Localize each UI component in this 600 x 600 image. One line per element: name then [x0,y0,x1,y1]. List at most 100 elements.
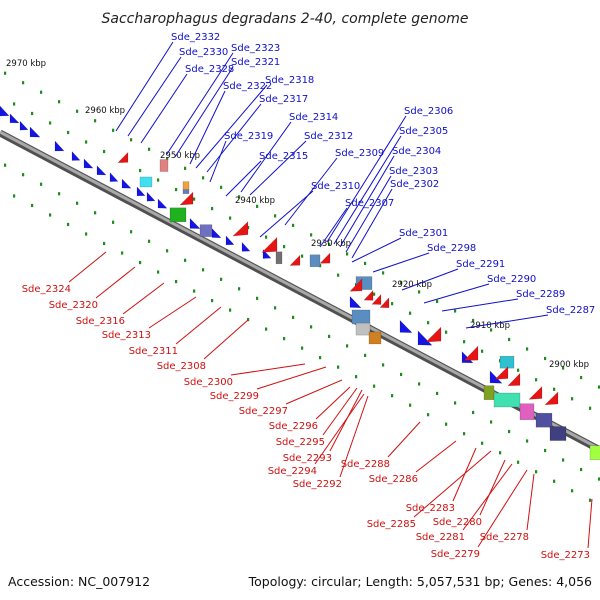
scale-tick [445,422,448,426]
forward-gene-label: Sde_2312 [304,131,353,142]
scale-tick [256,296,259,300]
forward-leader-line [127,56,182,137]
scale-tick [562,366,565,370]
forward-gene-label: Sde_2302 [390,179,439,190]
forward-gene-label: Sde_2298 [427,243,476,254]
forward-leader-line [225,160,262,197]
forward-leader-line [372,252,430,273]
scale-tick [472,318,475,323]
scale-tick [220,277,223,281]
reverse-leader-line [479,459,506,516]
forward-leader-line [339,155,395,248]
forward-gene-arrow [157,198,168,209]
reverse-leader-line [387,421,421,458]
scale-tick [409,311,412,315]
scale-tick [58,100,61,104]
topology-text: Topology: circular; Length: 5,057,531 bp… [248,574,592,589]
reverse-leader-line [462,463,513,531]
scale-tick [103,241,106,246]
kbp-marker: 2900 kbp [549,360,589,370]
scale-tick [274,214,277,218]
gene-block [493,392,521,408]
forward-gene-label: Sde_2306 [404,106,453,117]
scale-tick [247,317,250,322]
reverse-gene-arrow [507,372,521,387]
forward-gene-arrow [349,295,362,308]
scale-tick [580,467,583,472]
gene-block [535,412,553,428]
forward-leader-line [174,66,234,158]
scale-tick [553,479,556,483]
scale-tick [418,382,421,386]
reverse-leader-line [95,266,136,299]
reverse-gene-arrow [425,326,442,343]
scale-tick [382,363,385,367]
scale-tick [517,368,520,372]
forward-leader-line [249,140,307,196]
reverse-label-layer: Sde_2324 Sde_2320 Sde_2316 Sde_2313 Sde_2311… [22,284,590,561]
scale-tick [328,242,331,246]
scale-tick [283,245,286,249]
scale-tick [283,337,286,341]
reverse-gene-label: Sde_2281 [416,532,465,543]
kbp-marker: 2920 kbp [392,280,432,290]
forward-gene-arrow [146,191,156,202]
reverse-gene-label: Sde_2295 [276,437,325,448]
reverse-leader-line [285,379,343,405]
scale-tick [130,230,133,234]
forward-gene-arrow [241,241,251,252]
gene-block [351,309,371,325]
map-title: Saccharophagus degradans 2-40, complete … [102,11,469,27]
gene-feature-layer [0,105,600,460]
scale-tick [67,130,70,135]
reverse-leader-line [315,386,351,420]
forward-gene-label: Sde_2307 [345,198,394,209]
reverse-gene-label: Sde_2324 [22,284,71,295]
reverse-gene-arrow [544,391,559,406]
reverse-gene-label: Sde_2279 [431,549,480,560]
reverse-gene-label: Sde_2308 [157,361,206,372]
scale-tick [427,413,430,417]
reverse-gene-arrow [261,236,278,253]
scale-tick [508,429,511,434]
forward-gene-arrow [136,186,146,197]
forward-gene-label: Sde_2328 [185,64,234,75]
forward-leader-line [115,41,174,132]
forward-gene-arrow [83,158,94,169]
scale-tick [139,260,142,265]
reverse-leader-line [148,296,197,329]
scale-tick [166,157,169,161]
scale-tick [265,327,268,331]
scale-tick [598,385,600,389]
scale-tick [598,477,600,481]
gene-block [169,207,187,223]
scale-tick [148,239,151,243]
forward-gene-arrow [71,150,81,161]
reverse-gene-label: Sde_2297 [239,406,288,417]
scale-tick [112,128,115,132]
scale-tick [589,498,592,502]
forward-leader-line [423,283,490,304]
scale-tick [94,119,97,123]
scale-tick [31,203,34,208]
scale-tick [472,410,475,415]
forward-gene-arrow [399,319,413,333]
scale-tick [202,176,205,180]
forward-gene-arrow [54,140,65,152]
scale-tick [175,187,178,192]
scale-tick [373,292,376,296]
forward-leader-line [351,188,393,259]
reverse-leader-line [413,450,492,518]
reverse-leader-line [203,319,249,360]
forward-gene-arrow [29,126,41,138]
scale-tick [553,387,556,391]
scale-tick [166,249,169,253]
scale-tick [265,235,268,239]
forward-gene-arrow [109,171,119,182]
forward-gene-label: Sde_2321 [231,57,280,68]
forward-leader-line [326,115,407,243]
scale-tick [13,102,16,106]
forward-gene-label: Sde_2332 [171,32,220,43]
forward-leader-line [189,90,226,165]
